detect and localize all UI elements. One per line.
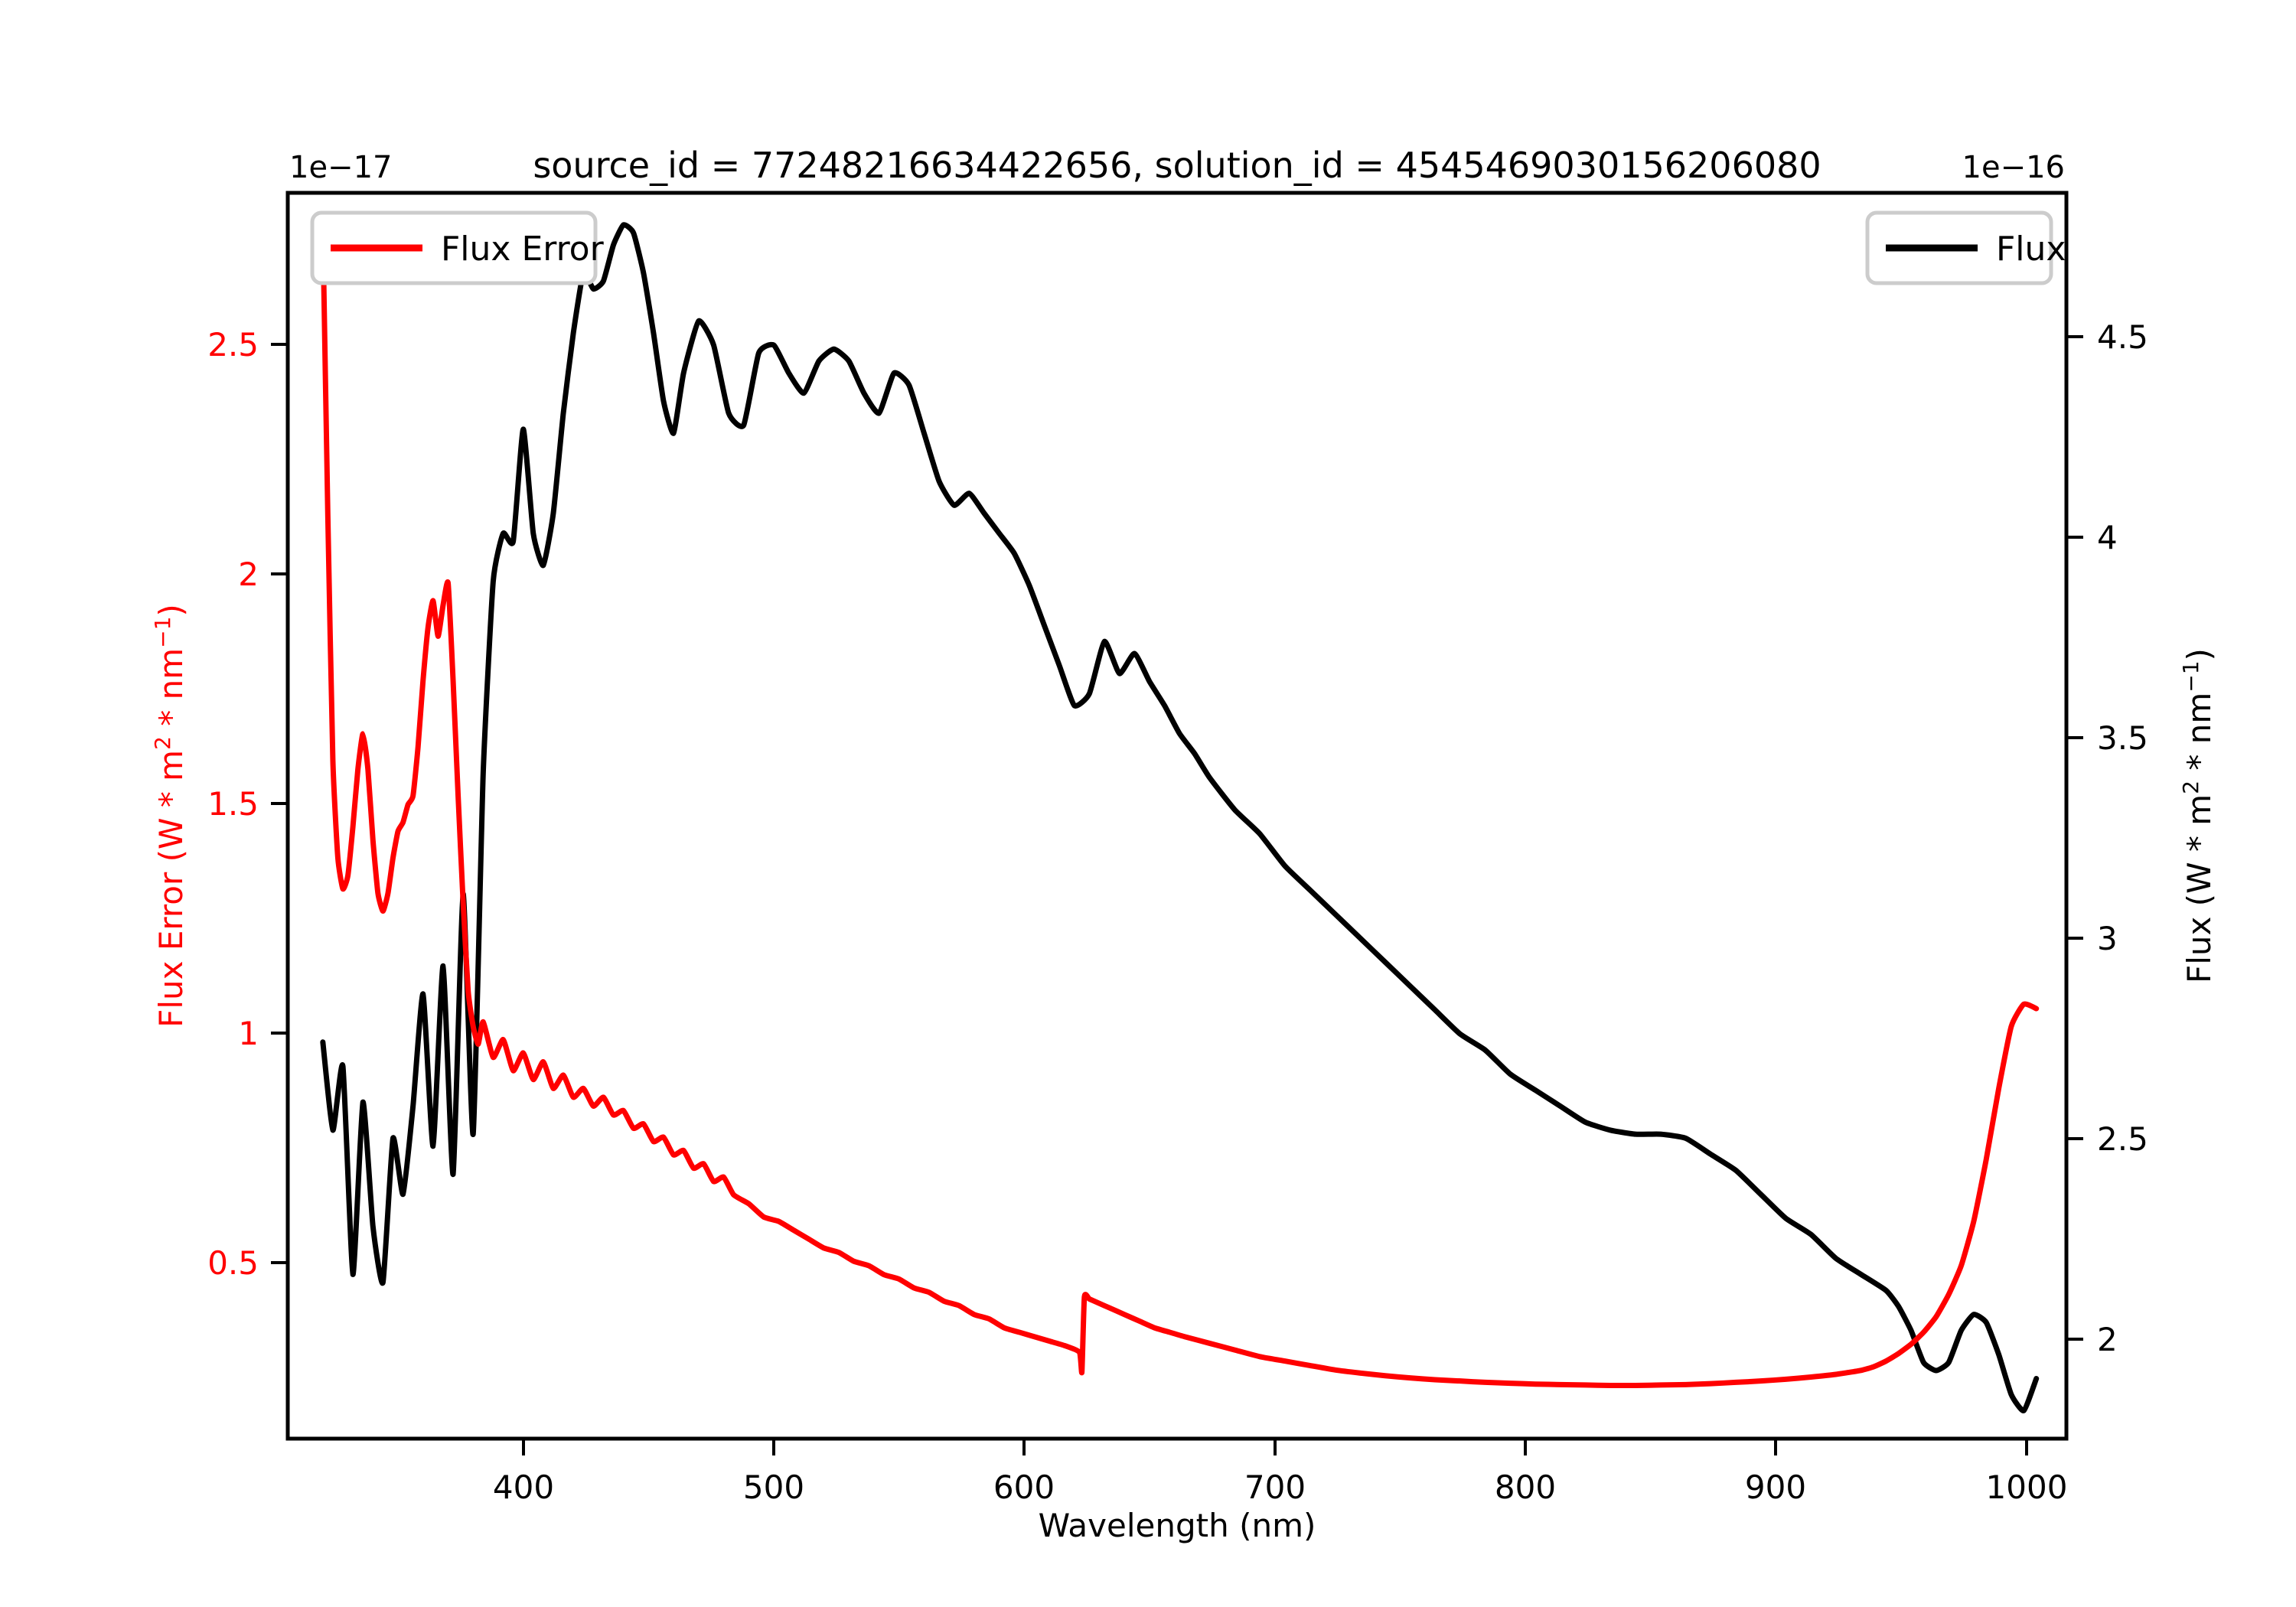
right-y-tick-label: 2.5 (2097, 1120, 2148, 1158)
legend-flux[interactable]: Flux (1865, 210, 2066, 285)
right-y-tick-label: 3.5 (2097, 719, 2148, 757)
right-y-tick-label: 3 (2097, 920, 2118, 957)
right-y-tick-label: 4 (2097, 519, 2118, 556)
right-y-axis-ticks: 2 2.5 3 3.5 4 4.5 (2066, 318, 2148, 1358)
x-tick-label: 800 (1495, 1468, 1556, 1506)
x-tick-label: 1000 (1986, 1468, 2068, 1506)
right-y-axis-label: Flux (W * m2 * nm−1) (2178, 648, 2218, 983)
data-curves (320, 222, 2040, 1413)
left-y-tick-label: 2 (238, 556, 259, 593)
left-y-tick-label: 2.5 (207, 326, 259, 363)
legend-flux-error-label: Flux Error (441, 230, 605, 269)
left-y-tick-label: 0.5 (207, 1244, 259, 1282)
x-tick-label: 700 (1244, 1468, 1306, 1506)
plot-area-frame (285, 191, 2069, 1441)
x-tick-label: 600 (993, 1468, 1055, 1506)
x-axis-label: Wavelength (nm) (1039, 1507, 1316, 1544)
left-y-tick-label: 1.5 (207, 785, 259, 823)
x-tick-label: 900 (1745, 1468, 1806, 1506)
x-tick-label: 400 (493, 1468, 554, 1506)
right-y-tick-label: 4.5 (2097, 318, 2148, 356)
flux-line (320, 222, 2040, 1413)
page-title: source_id = 77248216634422656, solution_… (533, 145, 1821, 186)
legend-flux-label: Flux (1996, 230, 2066, 269)
flux-error-line (320, 225, 2040, 1389)
left-y-tick-label: 1 (238, 1015, 259, 1052)
x-tick-label: 500 (743, 1468, 804, 1506)
legend-flux-error[interactable]: Flux Error (310, 210, 605, 285)
right-axis-offset-label: 1e−16 (1962, 150, 2065, 185)
x-axis-ticks: 400 500 600 700 800 900 1000 (493, 1439, 2068, 1506)
right-y-tick-label: 2 (2097, 1321, 2118, 1358)
left-y-axis-ticks: 0.5 1 1.5 2 2.5 (207, 326, 288, 1282)
left-y-axis-label: Flux Error (W * m2 * nm−1) (150, 604, 190, 1028)
legend-flux-error-box (310, 210, 598, 285)
left-axis-offset-label: 1e−17 (289, 150, 392, 185)
